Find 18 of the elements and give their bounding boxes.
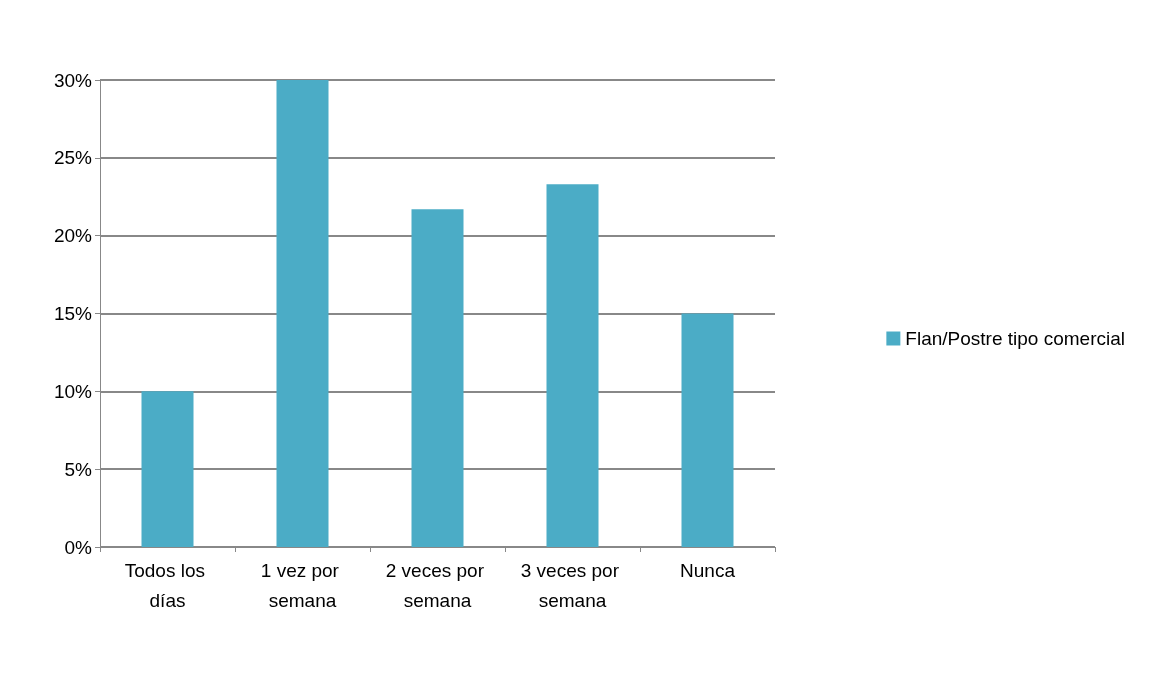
x-tick-label: Todos los días (124, 559, 211, 611)
x-tick-label: Nunca (680, 559, 736, 581)
y-tick-label: 15% (53, 303, 93, 324)
y-tick-label: 20% (53, 225, 93, 247)
y-tick-label: 0% (64, 536, 93, 558)
x-tick-label: 2 veces por semana (385, 559, 490, 611)
y-tick-label: 25% (53, 147, 93, 169)
y-tick-label: 10% (53, 380, 93, 402)
bar (141, 391, 194, 547)
bar (546, 184, 599, 547)
y-tick-label: 30% (53, 69, 93, 91)
bar (681, 313, 734, 547)
x-tick-label: 1 vez por semana (260, 559, 345, 611)
y-tick-label: 5% (64, 458, 93, 480)
legend-label: Flan/Postre tipo comercial (905, 328, 1126, 349)
bar (411, 209, 464, 547)
x-tick-label: 3 veces por semana (520, 559, 625, 611)
bar (276, 80, 329, 547)
